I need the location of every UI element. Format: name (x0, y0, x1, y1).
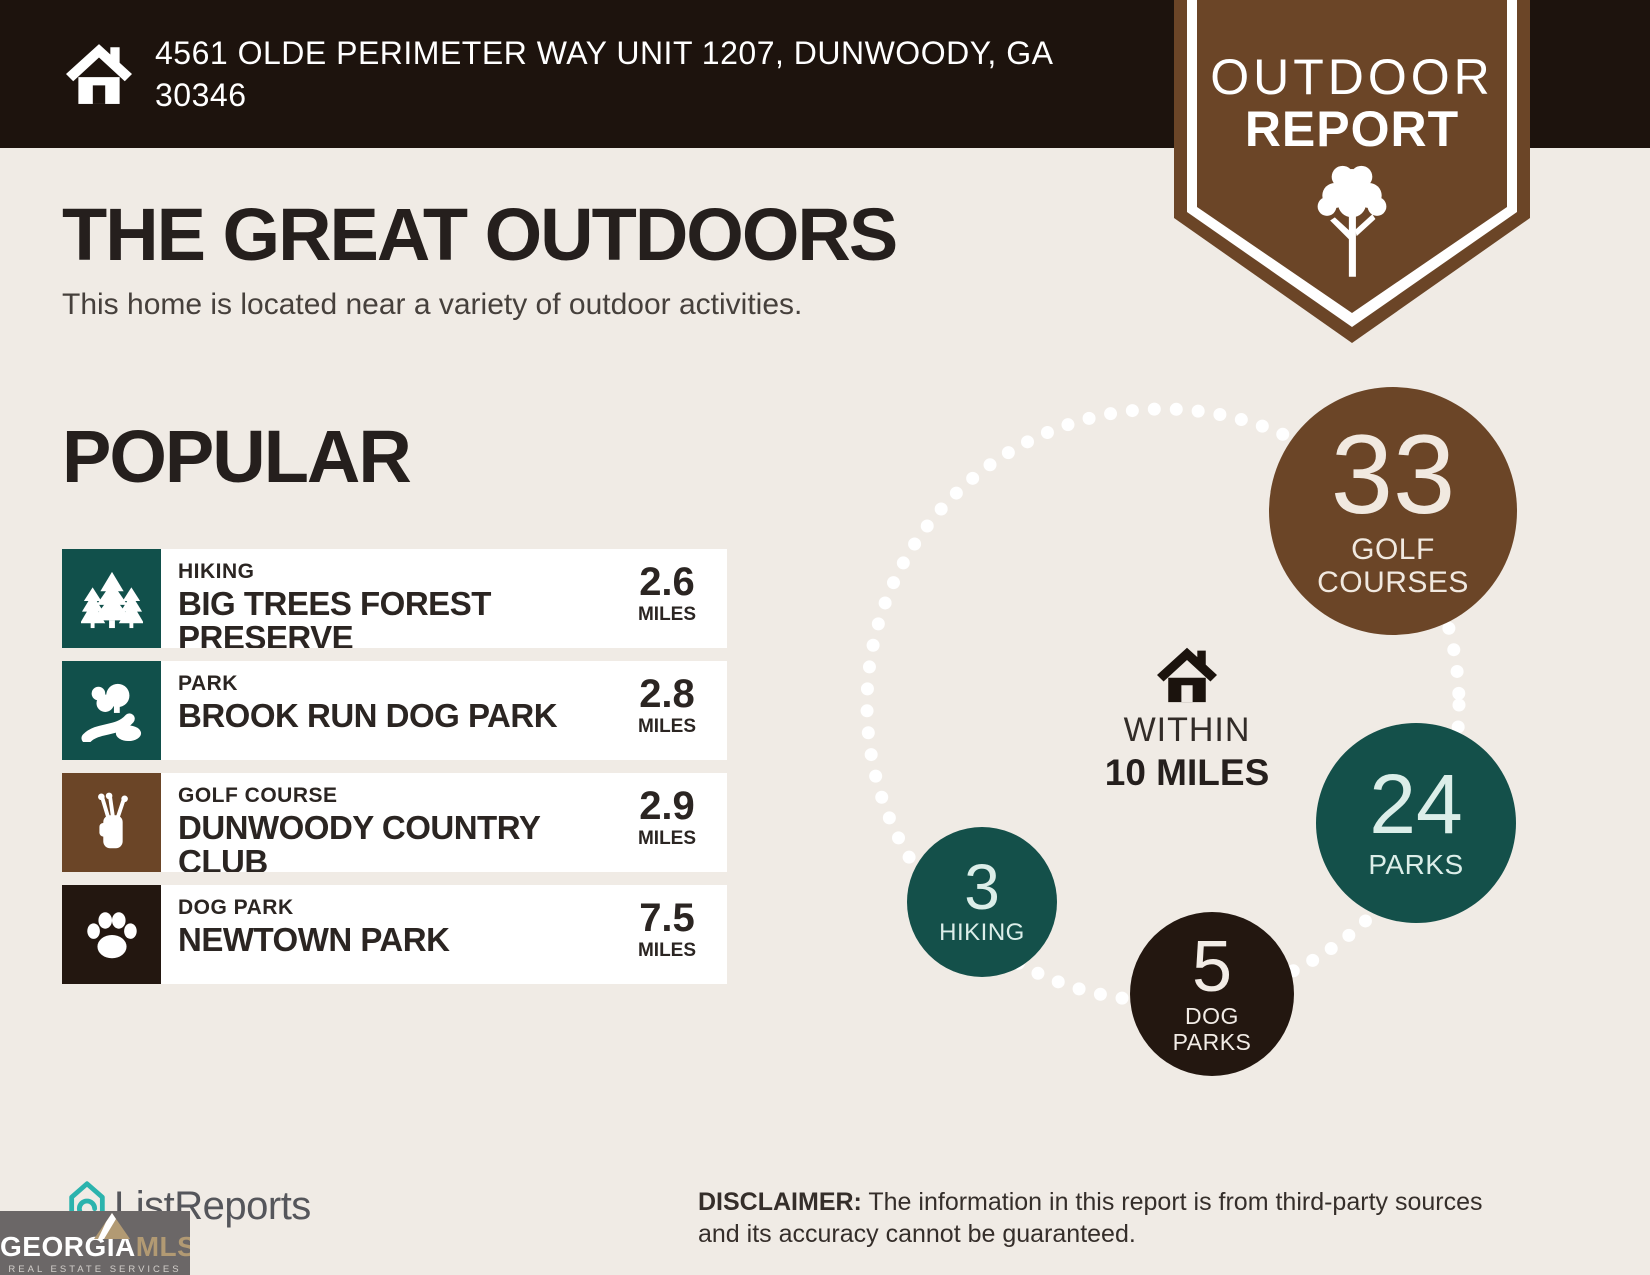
bubble-label: GOLF COURSES (1317, 533, 1469, 600)
bubble-parks: 24 PARKS (1316, 723, 1516, 923)
golf-bag-icon (62, 773, 161, 872)
item-category: PARK (178, 672, 238, 695)
popular-list: HIKING BIG TREES FOREST PRESERVE 2.6 MIL… (62, 549, 727, 997)
list-item-info: HIKING BIG TREES FOREST PRESERVE (161, 549, 607, 648)
bubble-label: PARKS (1368, 849, 1464, 881)
georgia-mls-logo: GEORGIAMLS REAL ESTATE SERVICES (0, 1211, 190, 1275)
item-name: BROOK RUN DOG PARK (178, 697, 558, 734)
banner-line1: OUTDOOR (1210, 49, 1494, 105)
mountain-peak-icon (94, 1213, 130, 1239)
park-icon (62, 661, 161, 760)
distance-unit: MILES (637, 828, 697, 849)
bubble-dog-parks: 5 DOG PARKS (1130, 912, 1294, 1076)
list-item-info: PARK BROOK RUN DOG PARK (161, 661, 607, 760)
distance-unit: MILES (637, 716, 697, 737)
item-category: GOLF COURSE (178, 784, 338, 807)
distance-value: 7.5 (639, 896, 695, 940)
item-distance: 2.8 MILES (607, 661, 727, 760)
item-distance: 7.5 MILES (607, 885, 727, 984)
bubble-label-line1: DOG (1185, 1002, 1239, 1029)
page-title: THE GREAT OUTDOORS (62, 193, 898, 276)
distance-unit: MILES (637, 940, 697, 961)
banner-line2: REPORT (1244, 101, 1460, 157)
bubble-label-line2: PARKS (1172, 1028, 1252, 1055)
disclaimer-label: DISCLAIMER: (698, 1188, 862, 1216)
page-subtitle: This home is located near a variety of o… (62, 288, 803, 321)
outdoor-report-banner: OUTDOOR REPORT (1174, 0, 1530, 345)
disclaimer: DISCLAIMER: The information in this repo… (698, 1186, 1530, 1250)
item-distance: 2.6 MILES (607, 549, 727, 648)
pine-trees-icon (62, 549, 161, 648)
within-label: WITHIN (1123, 711, 1251, 749)
bubble-label-line2: COURSES (1317, 566, 1469, 600)
property-address: 4561 OLDE PERIMETER WAY UNIT 1207, DUNWO… (155, 35, 1052, 114)
distance-value: 2.6 (639, 560, 695, 604)
paw-icon (62, 885, 161, 984)
list-item-dogpark: DOG PARK NEWTOWN PARK 7.5 MILES (62, 885, 727, 984)
mls-text: MLS (135, 1231, 190, 1262)
item-name: BIG TREES FOREST PRESERVE (178, 585, 491, 648)
tree-icon (1317, 165, 1387, 277)
item-category: DOG PARK (178, 896, 294, 919)
bubble-golf-courses: 33 GOLF COURSES (1269, 387, 1517, 635)
bubble-value: 24 (1369, 757, 1463, 852)
distance-value: 2.9 (639, 784, 695, 828)
bubble-label: HIKING (939, 918, 1025, 946)
miles-label: 10 MILES (1104, 752, 1270, 793)
list-item-info: GOLF COURSE DUNWOODY COUNTRY CLUB (161, 773, 607, 872)
bubble-label: DOG PARKS (1172, 1002, 1252, 1056)
distance-value: 2.8 (639, 672, 695, 716)
item-category: HIKING (178, 560, 255, 583)
section-title: POPULAR (62, 415, 412, 498)
home-icon (1157, 647, 1217, 703)
list-item-hiking: HIKING BIG TREES FOREST PRESERVE 2.6 MIL… (62, 549, 727, 648)
distance-unit: MILES (637, 604, 697, 625)
disclaimer-text: The information in this report is from t… (698, 1188, 1483, 1248)
bubble-value: 5 (1191, 926, 1233, 1007)
bubble-value: 33 (1330, 412, 1456, 538)
item-name: DUNWOODY COUNTRY CLUB (178, 809, 540, 872)
list-item-park: PARK BROOK RUN DOG PARK 2.8 MILES (62, 661, 727, 760)
radius-center-label: WITHIN 10 MILES (1067, 645, 1307, 794)
bubble-hiking: 3 HIKING (907, 827, 1057, 977)
item-name: NEWTOWN PARK (178, 921, 450, 958)
bubble-label-line1: GOLF (1351, 532, 1435, 566)
item-distance: 2.9 MILES (607, 773, 727, 872)
list-item-golf: GOLF COURSE DUNWOODY COUNTRY CLUB 2.9 MI… (62, 773, 727, 872)
bubble-value: 3 (964, 851, 1000, 924)
list-item-info: DOG PARK NEWTOWN PARK (161, 885, 607, 984)
home-icon (66, 44, 132, 104)
real-estate-services-text: REAL ESTATE SERVICES (8, 1264, 182, 1275)
